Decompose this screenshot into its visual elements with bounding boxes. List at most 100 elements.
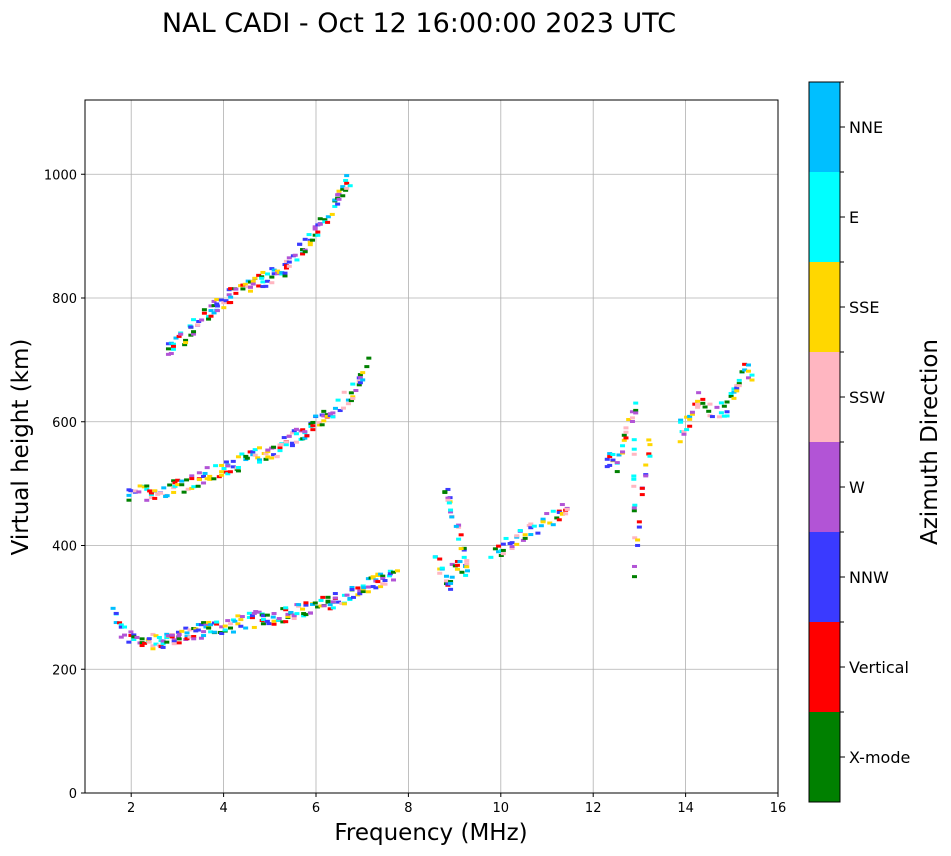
echo-point	[540, 520, 546, 524]
echo-point	[221, 301, 227, 305]
echo-point	[260, 285, 266, 289]
echo-point	[340, 406, 346, 410]
colorbar-segment	[809, 622, 840, 712]
colorbar-segment	[809, 172, 840, 262]
colorbar-segment	[809, 82, 840, 172]
echo-point	[219, 625, 225, 629]
echo-point	[225, 464, 231, 468]
echo-point	[646, 452, 652, 456]
echo-point	[126, 498, 132, 502]
echo-point	[228, 295, 234, 299]
echo-point	[357, 592, 363, 596]
echo-point	[387, 569, 393, 573]
echo-point	[329, 212, 335, 216]
x-tick-label: 6	[312, 801, 320, 816]
echo-point	[678, 418, 684, 422]
echo-point	[336, 192, 342, 196]
echo-point	[211, 299, 217, 303]
echo-point	[344, 174, 350, 178]
echo-point	[731, 390, 737, 394]
echo-point	[183, 338, 189, 342]
echo-point	[443, 574, 449, 578]
echo-point	[749, 378, 755, 382]
echo-point	[228, 622, 234, 626]
echo-point	[307, 243, 313, 247]
echo-point	[188, 333, 194, 337]
echo-point	[357, 381, 363, 385]
echo-point	[201, 474, 207, 478]
echo-point	[257, 460, 263, 464]
echo-point	[357, 373, 363, 377]
echo-point	[246, 615, 252, 619]
echo-point	[310, 238, 316, 242]
echo-point	[126, 640, 132, 644]
echo-point	[283, 606, 289, 610]
echo-point	[631, 474, 637, 478]
echo-point	[445, 498, 451, 502]
echo-point	[122, 625, 128, 629]
echo-point	[276, 270, 282, 274]
chart-title: NAL CADI - Oct 12 16:00:00 2023 UTC	[162, 8, 676, 39]
echo-point	[181, 490, 187, 494]
echo-point	[189, 477, 195, 481]
echo-point	[222, 628, 228, 632]
echo-point	[175, 478, 181, 482]
echo-point	[370, 575, 376, 579]
echo-point	[345, 402, 351, 406]
echo-point	[391, 578, 397, 582]
echo-point	[187, 635, 193, 639]
echo-point	[631, 484, 637, 488]
echo-point	[249, 614, 255, 618]
echo-point	[443, 579, 449, 583]
echo-point	[293, 440, 299, 444]
echo-point	[148, 493, 154, 497]
echo-point	[148, 495, 154, 499]
echo-point	[179, 479, 185, 483]
echo-point	[198, 623, 204, 627]
echo-point	[380, 574, 386, 578]
echo-point	[161, 486, 167, 490]
echo-point	[394, 569, 400, 573]
echo-point	[702, 405, 708, 409]
echo-point	[341, 602, 347, 606]
echo-point	[252, 276, 258, 280]
echo-point	[742, 368, 748, 372]
echo-point	[631, 575, 637, 579]
echo-point	[458, 547, 464, 551]
echo-point	[148, 491, 154, 495]
echo-point	[206, 626, 212, 630]
echo-point	[283, 440, 289, 444]
echo-point	[152, 496, 158, 500]
echo-point	[179, 483, 185, 487]
echo-point	[139, 644, 145, 648]
echo-point	[302, 248, 308, 252]
echo-point	[265, 450, 271, 454]
echo-point	[291, 614, 297, 618]
y-tick-label: 200	[52, 663, 77, 678]
echo-point	[454, 559, 460, 563]
echo-point	[629, 410, 635, 414]
colorbar-segment	[809, 712, 840, 802]
colorbar-category-label: Vertical	[849, 658, 909, 677]
echo-point	[271, 272, 277, 276]
echo-point	[233, 287, 239, 291]
echo-point	[302, 430, 308, 434]
echo-point	[335, 202, 341, 206]
echo-point	[169, 635, 175, 639]
echo-point	[300, 607, 306, 611]
echo-point	[459, 570, 465, 574]
echo-point	[260, 614, 266, 618]
echo-point	[222, 624, 228, 628]
echo-point	[373, 586, 379, 590]
echo-point	[289, 441, 295, 445]
echo-point	[632, 503, 638, 507]
echo-point	[191, 637, 197, 641]
echo-point	[191, 485, 197, 489]
echo-point	[556, 518, 562, 522]
echo-point	[350, 382, 356, 386]
echo-point	[631, 438, 637, 442]
echo-point	[736, 382, 742, 386]
echo-point	[461, 546, 467, 550]
echo-point	[716, 415, 722, 419]
echo-point	[199, 318, 205, 322]
